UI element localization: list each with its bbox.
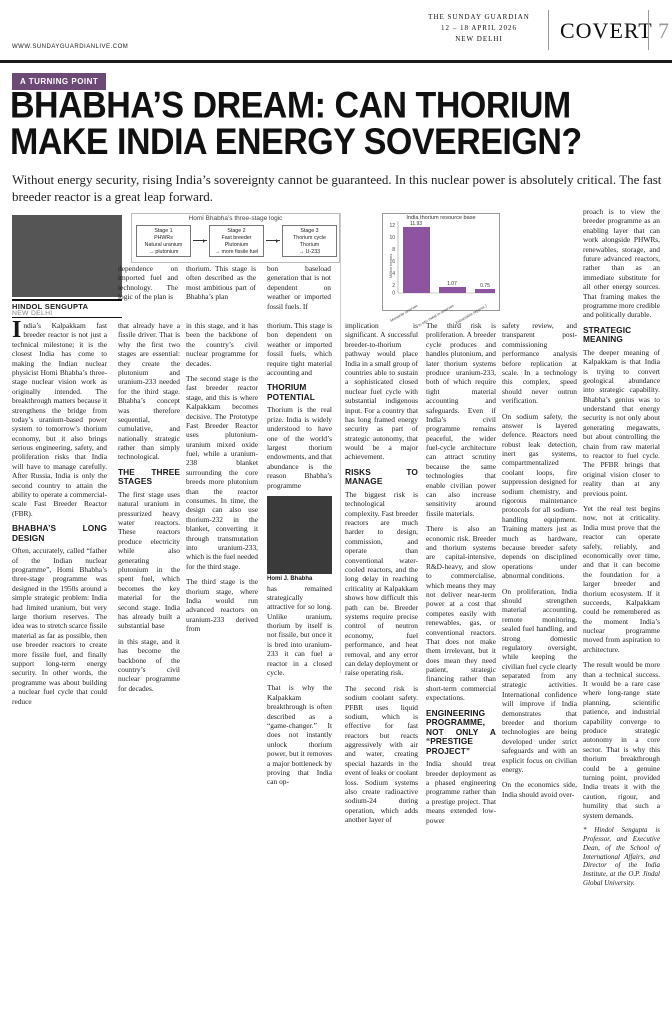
svg-text:10: 10 — [389, 235, 395, 241]
svg-text:1.07: 1.07 — [447, 281, 457, 287]
svg-text:Million tonnes: Million tonnes — [388, 254, 393, 278]
svg-text:Monazite reserves: Monazite reserves — [390, 304, 419, 323]
svg-text:2: 2 — [392, 283, 395, 289]
svg-text:11.93: 11.93 — [410, 221, 422, 227]
svg-text:0.75: 0.75 — [480, 283, 490, 289]
svg-text:12: 12 — [389, 223, 395, 229]
svg-text:8: 8 — [392, 247, 395, 253]
svg-text:0: 0 — [392, 291, 395, 297]
